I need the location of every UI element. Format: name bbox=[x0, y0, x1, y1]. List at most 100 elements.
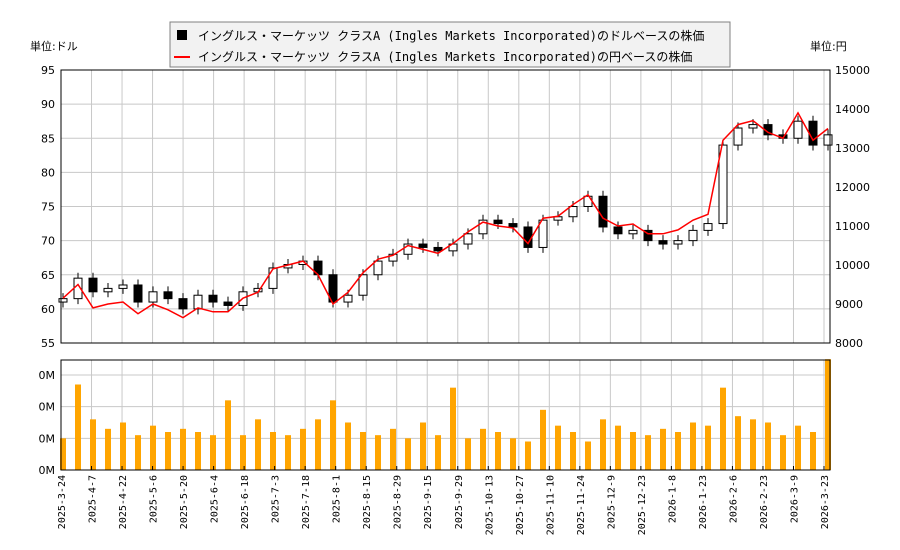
left-y-tick-label: 55 bbox=[41, 337, 55, 350]
volume-bar bbox=[675, 432, 681, 470]
volume-bar bbox=[600, 419, 606, 470]
volume-bar bbox=[90, 419, 96, 470]
x-tick-label: 2025-4-22 bbox=[118, 475, 129, 529]
candle-body bbox=[133, 284, 143, 303]
x-tick-label: 2025-5-20 bbox=[179, 475, 190, 529]
volume-bar bbox=[435, 435, 441, 470]
candle-body bbox=[328, 274, 338, 303]
volume-bar bbox=[375, 435, 381, 470]
right-axis-unit: 単位:円 bbox=[810, 39, 847, 53]
left-y-tick-label: 90 bbox=[41, 98, 55, 111]
candle-body bbox=[598, 195, 608, 228]
legend-dollar-label: イングルス・マーケッツ クラスA (Ingles Markets Incorpo… bbox=[198, 28, 704, 43]
right-y-tick-label: 15000 bbox=[835, 64, 870, 77]
volume-bar bbox=[480, 428, 486, 470]
candle-body bbox=[58, 298, 68, 303]
volume-grid bbox=[60, 360, 830, 471]
volume-bar bbox=[795, 425, 801, 470]
candle-body bbox=[463, 233, 473, 245]
candle-body bbox=[658, 240, 668, 245]
x-tick-label: 2025-10-13 bbox=[484, 475, 495, 535]
right-y-tick-label: 12000 bbox=[835, 181, 870, 194]
candle-body bbox=[163, 291, 173, 300]
volume-bar bbox=[525, 441, 531, 470]
x-tick-label: 2025-6-18 bbox=[240, 475, 251, 529]
volume-bars bbox=[60, 359, 831, 470]
x-tick-label: 2025-11-24 bbox=[576, 475, 587, 535]
x-tick-label: 2025-9-29 bbox=[454, 475, 465, 529]
left-y-tick-label: 65 bbox=[41, 269, 55, 282]
volume-tick-label: 0M bbox=[39, 369, 56, 382]
volume-bar bbox=[510, 438, 516, 470]
candle-body bbox=[673, 240, 683, 245]
volume-bar bbox=[195, 432, 201, 470]
volume-bar bbox=[150, 425, 156, 470]
volume-bar bbox=[345, 422, 351, 470]
volume-bar bbox=[555, 425, 561, 470]
volume-bar bbox=[420, 422, 426, 470]
right-y-tick-label: 13000 bbox=[835, 142, 870, 155]
x-tick-label: 2025-5-6 bbox=[149, 475, 160, 523]
left-y-tick-label: 70 bbox=[41, 235, 55, 248]
legend-dollar-marker bbox=[177, 30, 187, 40]
volume-tick-label: 0M bbox=[39, 464, 56, 477]
x-tick-label: 2026-2-6 bbox=[728, 475, 739, 523]
x-tick-label: 2026-3-9 bbox=[789, 475, 800, 523]
left-y-tick-label: 80 bbox=[41, 166, 55, 179]
volume-tick-label: 0M bbox=[39, 401, 56, 414]
volume-bar bbox=[330, 400, 336, 470]
x-tick-label: 2025-8-1 bbox=[332, 475, 343, 523]
volume-bar bbox=[630, 432, 636, 470]
volume-bar bbox=[705, 425, 711, 470]
candle-body bbox=[358, 274, 368, 296]
volume-bar bbox=[390, 428, 396, 470]
volume-bar bbox=[255, 419, 261, 470]
volume-bar bbox=[210, 435, 216, 470]
candle-body bbox=[748, 124, 758, 129]
candle-body bbox=[718, 144, 728, 225]
volume-bar bbox=[285, 435, 291, 470]
candle-body bbox=[388, 253, 398, 262]
candle-body bbox=[193, 294, 203, 310]
volume-bar bbox=[300, 428, 306, 470]
candle-body bbox=[568, 206, 578, 218]
x-tick-label: 2025-10-27 bbox=[515, 475, 526, 535]
volume-bar bbox=[450, 387, 456, 470]
volume-bar bbox=[315, 419, 321, 470]
candle-body bbox=[418, 243, 428, 248]
candle-body bbox=[373, 260, 383, 276]
left-y-tick-label: 60 bbox=[41, 303, 55, 316]
right-y-tick-label: 9000 bbox=[835, 298, 863, 311]
volume-tick-label: 0M bbox=[39, 432, 56, 445]
x-tick-label: 2025-9-15 bbox=[423, 475, 434, 529]
volume-bar bbox=[135, 435, 141, 470]
volume-bar bbox=[360, 432, 366, 470]
candle-body bbox=[268, 267, 278, 289]
candle-body bbox=[703, 223, 713, 231]
volume-bar bbox=[60, 438, 66, 470]
candle-body bbox=[493, 219, 503, 225]
candle-body bbox=[403, 243, 413, 255]
x-tick-label: 2025-12-9 bbox=[606, 475, 617, 529]
axis-ticks: 2025-3-24 2025-4-7 2025-4-22 2025-5-6 2025-5… bbox=[39, 64, 871, 535]
volume-bar bbox=[810, 432, 816, 470]
volume-bar bbox=[645, 435, 651, 470]
volume-bar bbox=[825, 359, 831, 470]
volume-bar bbox=[105, 428, 111, 470]
candle-body bbox=[688, 229, 698, 242]
volume-bar bbox=[165, 432, 171, 470]
candle-body bbox=[88, 277, 98, 293]
x-tick-label: 2025-7-18 bbox=[301, 475, 312, 529]
main-grid bbox=[60, 69, 830, 344]
candlesticks bbox=[58, 115, 833, 315]
volume-bar bbox=[270, 432, 276, 470]
x-tick-label: 2025-8-15 bbox=[362, 475, 373, 529]
candle-body bbox=[433, 246, 443, 252]
volume-plot-frame bbox=[60, 359, 831, 471]
legend-yen-label: イングルス・マーケッツ クラスA (Ingles Markets Incorpo… bbox=[198, 49, 692, 64]
volume-bar bbox=[540, 409, 546, 470]
yen-price-line bbox=[62, 111, 829, 319]
volume-bar bbox=[690, 422, 696, 470]
x-tick-label: 2025-7-3 bbox=[271, 475, 282, 523]
